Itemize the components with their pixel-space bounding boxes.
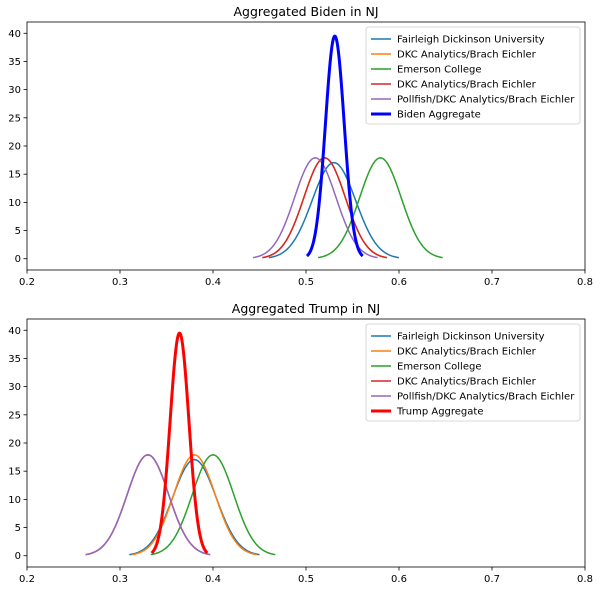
x-tick-label: 0.5 xyxy=(298,574,314,585)
legend-entry: DKC Analytics/Brach Eichler xyxy=(397,50,537,61)
series-line-biden-aggregate xyxy=(305,34,364,258)
series-line-emerson-college xyxy=(150,454,276,556)
y-tick-label: 0 xyxy=(15,551,21,562)
x-tick-label: 0.3 xyxy=(112,277,128,288)
y-tick-label: 30 xyxy=(8,85,21,96)
legend-entry: Biden Aggregate xyxy=(397,110,481,121)
legend-box xyxy=(365,26,581,125)
chart-title: Aggregated Biden in NJ xyxy=(233,4,378,19)
series-line-trump-aggregate xyxy=(150,331,209,555)
y-tick-label: 15 xyxy=(8,170,21,181)
series-group xyxy=(252,34,443,259)
legend-box xyxy=(365,323,581,422)
y-tick-label: 20 xyxy=(8,439,21,450)
legend-entry: Trump Aggregate xyxy=(396,407,483,418)
x-tick-label: 0.4 xyxy=(205,277,221,288)
x-tick-label: 0.2 xyxy=(19,574,35,585)
y-tick-label: 20 xyxy=(8,142,21,153)
y-tick-label: 5 xyxy=(15,523,21,534)
y-tick-label: 10 xyxy=(8,495,21,506)
legend-entry: DKC Analytics/Brach Eichler xyxy=(397,377,537,388)
series-line-dkc-analytics-brach-eichler xyxy=(131,454,257,556)
y-tick-label: 40 xyxy=(8,29,21,40)
legend-entry: DKC Analytics/Brach Eichler xyxy=(397,347,537,358)
chart-title: Aggregated Trump in NJ xyxy=(232,301,380,316)
y-tick-label: 25 xyxy=(8,410,21,421)
y-tick-label: 0 xyxy=(15,254,21,265)
y-tick-label: 10 xyxy=(8,198,21,209)
y-tick-label: 5 xyxy=(15,226,21,237)
x-tick-label: 0.4 xyxy=(205,574,221,585)
series-group xyxy=(85,331,276,556)
series-line-emerson-college xyxy=(317,157,443,259)
legend-entry: Emerson College xyxy=(397,362,481,373)
legend: Fairleigh Dickinson University DKC Analyt… xyxy=(365,26,581,125)
x-tick-label: 0.7 xyxy=(484,574,500,585)
x-tick-label: 0.7 xyxy=(484,277,500,288)
x-tick-label: 0.8 xyxy=(577,574,593,585)
series-line-dkc-analytics-brach-eichler xyxy=(262,157,388,259)
y-tick-label: 25 xyxy=(8,113,21,124)
x-tick-label: 0.6 xyxy=(391,574,407,585)
legend-entry: Pollfish/DKC Analytics/Brach Eichler xyxy=(397,392,575,403)
y-tick-label: 30 xyxy=(8,382,21,393)
legend-entry: Emerson College xyxy=(397,65,481,76)
x-tick-label: 0.2 xyxy=(19,277,35,288)
legend-entry: Fairleigh Dickinson University xyxy=(397,332,545,343)
legend-entry: DKC Analytics/Brach Eichler xyxy=(397,80,537,91)
series-line-pollfish-dkc-analytics-brach-eichler xyxy=(85,454,211,556)
series-line-fairleigh-dickinson-university xyxy=(268,161,400,259)
y-tick-label: 35 xyxy=(8,57,21,68)
chart-trump: Aggregated Trump in NJ 0.2 0.3 0.4 0.5 0.6 0.7… xyxy=(8,301,593,585)
x-tick-label: 0.8 xyxy=(577,277,593,288)
x-tick-label: 0.6 xyxy=(391,277,407,288)
legend-entry: Pollfish/DKC Analytics/Brach Eichler xyxy=(397,95,575,106)
y-tick-label: 40 xyxy=(8,326,21,337)
legend-entry: Fairleigh Dickinson University xyxy=(397,35,545,46)
legend: Fairleigh Dickinson University DKC Analyt… xyxy=(365,323,581,422)
series-line-fairleigh-dickinson-university xyxy=(129,458,260,556)
x-tick-label: 0.5 xyxy=(298,277,314,288)
y-tick-label: 15 xyxy=(8,467,21,478)
x-tick-label: 0.3 xyxy=(112,574,128,585)
chart-biden: Aggregated Biden in NJ 0.2 0.3 0.4 0.5 0.6 0.7… xyxy=(8,4,593,288)
y-tick-label: 35 xyxy=(8,354,21,365)
